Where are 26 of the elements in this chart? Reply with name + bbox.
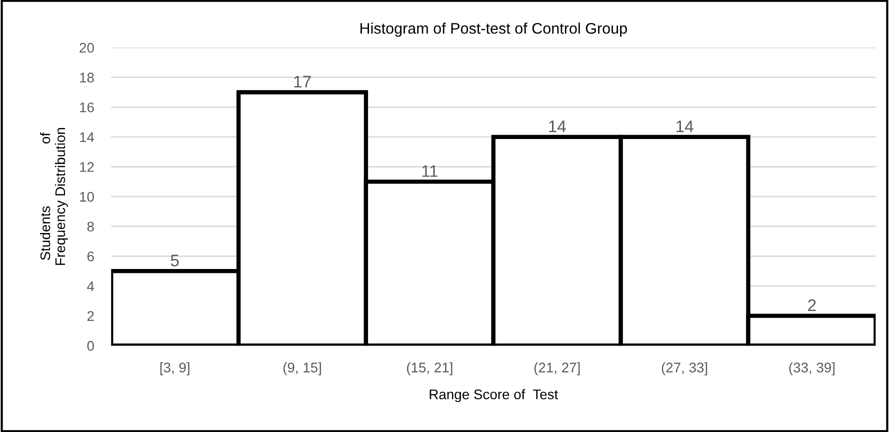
y-tick-label: 16: [80, 102, 94, 112]
y-axis-title: Students of Frequency Distribution: [40, 128, 68, 265]
data-label: 14: [676, 120, 694, 132]
data-label: 17: [294, 76, 311, 88]
y-tick-label: 6: [87, 252, 94, 262]
x-tick-label: (15, 21]: [407, 362, 452, 376]
y-tick-label: 2: [87, 311, 94, 321]
x-tick-label: (33, 39]: [789, 362, 835, 376]
y-tick-label: 14: [80, 132, 94, 142]
x-tick-label: (9, 15]: [283, 362, 321, 376]
data-label: 5: [170, 254, 179, 266]
y-tick-label: 20: [80, 42, 94, 53]
y-tick-label: 0: [87, 340, 94, 351]
y-tick-label: 10: [80, 192, 94, 202]
chart-title: Histogram of Post-test of Control Group: [360, 22, 627, 37]
data-label: 2: [808, 299, 816, 311]
y-tick-label: 12: [80, 162, 94, 172]
x-tick-label: (27, 33]: [662, 362, 708, 376]
y-tick-label: 8: [87, 222, 94, 232]
data-label: 14: [549, 120, 566, 132]
data-label: 11: [422, 165, 438, 177]
x-axis-title: Range Score of Test: [430, 389, 558, 402]
x-tick-label: [3, 9]: [160, 362, 190, 376]
x-tick-label: (21, 27]: [534, 362, 580, 376]
y-tick-label: 4: [87, 281, 94, 292]
y-tick-label: 18: [80, 72, 94, 82]
